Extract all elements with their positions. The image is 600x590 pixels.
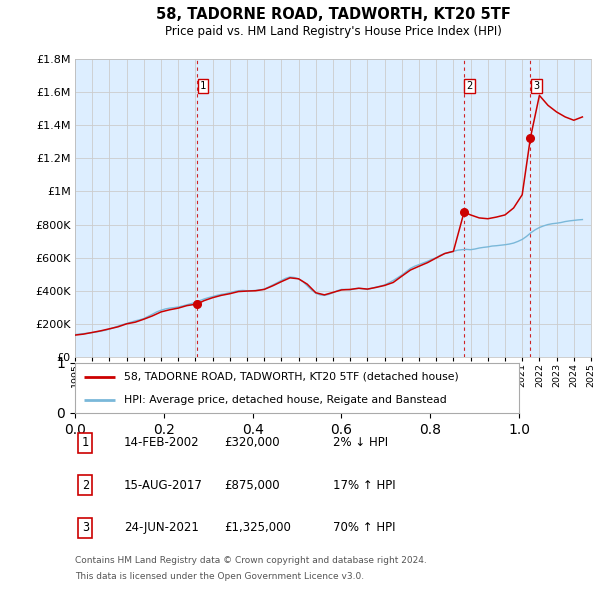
Text: Contains HM Land Registry data © Crown copyright and database right 2024.: Contains HM Land Registry data © Crown c…	[75, 556, 427, 565]
Text: 1: 1	[200, 81, 206, 91]
Text: £1,325,000: £1,325,000	[224, 521, 292, 535]
Text: 58, TADORNE ROAD, TADWORTH, KT20 5TF (detached house): 58, TADORNE ROAD, TADWORTH, KT20 5TF (de…	[124, 372, 458, 382]
Text: £875,000: £875,000	[224, 478, 280, 492]
Text: 3: 3	[533, 81, 539, 91]
Text: £320,000: £320,000	[224, 436, 280, 450]
Text: 58, TADORNE ROAD, TADWORTH, KT20 5TF: 58, TADORNE ROAD, TADWORTH, KT20 5TF	[155, 8, 511, 22]
Text: This data is licensed under the Open Government Licence v3.0.: This data is licensed under the Open Gov…	[75, 572, 364, 582]
Text: 15-AUG-2017: 15-AUG-2017	[124, 478, 203, 492]
Text: 2: 2	[82, 478, 89, 492]
Text: Price paid vs. HM Land Registry's House Price Index (HPI): Price paid vs. HM Land Registry's House …	[164, 25, 502, 38]
Text: 1: 1	[82, 436, 89, 450]
Text: HPI: Average price, detached house, Reigate and Banstead: HPI: Average price, detached house, Reig…	[124, 395, 446, 405]
Text: 3: 3	[82, 521, 89, 535]
Text: 14-FEB-2002: 14-FEB-2002	[124, 436, 200, 450]
Text: 2: 2	[467, 81, 473, 91]
Text: 17% ↑ HPI: 17% ↑ HPI	[333, 478, 395, 492]
Text: 2% ↓ HPI: 2% ↓ HPI	[333, 436, 388, 450]
Text: 24-JUN-2021: 24-JUN-2021	[124, 521, 199, 535]
Text: 70% ↑ HPI: 70% ↑ HPI	[333, 521, 395, 535]
